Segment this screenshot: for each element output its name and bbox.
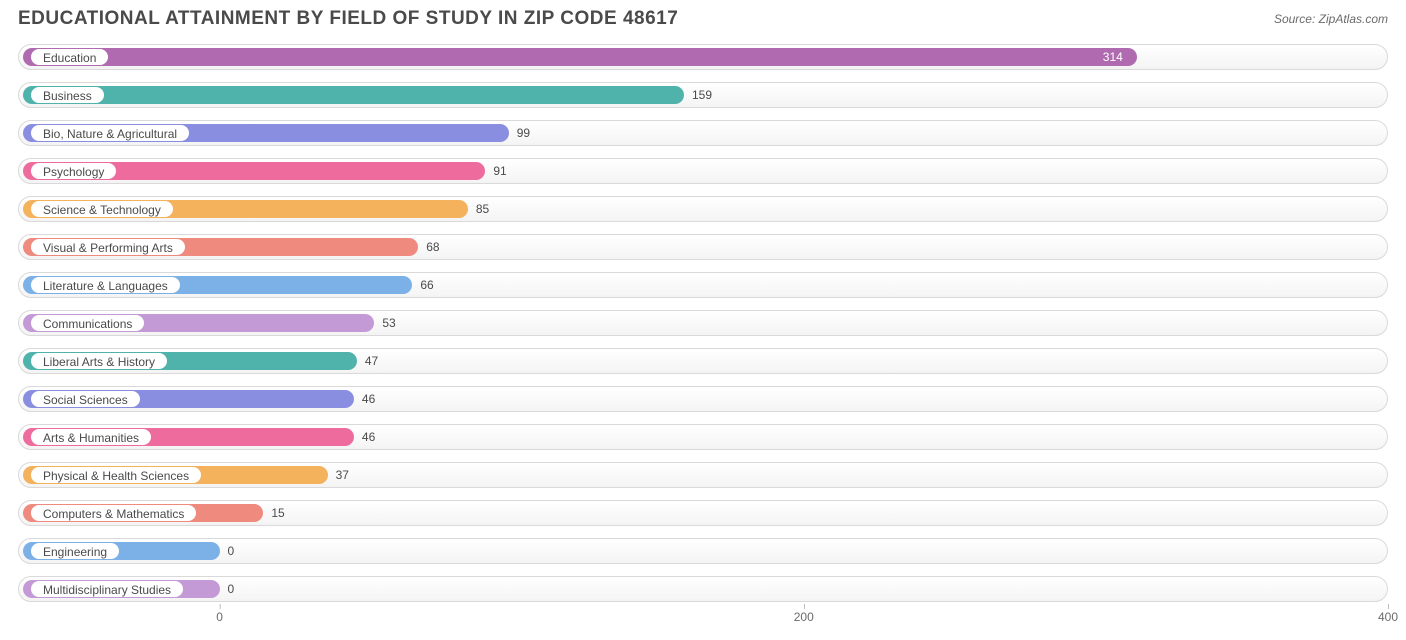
category-pill: Business	[30, 86, 105, 104]
category-pill: Bio, Nature & Agricultural	[30, 124, 190, 142]
value-label: 47	[365, 352, 378, 370]
x-axis: 0200400	[18, 610, 1388, 640]
category-pill: Physical & Health Sciences	[30, 466, 202, 484]
bar-fill	[23, 86, 684, 104]
category-pill: Arts & Humanities	[30, 428, 152, 446]
chart-header: EDUCATIONAL ATTAINMENT BY FIELD OF STUDY…	[0, 0, 1406, 34]
value-label: 159	[692, 86, 712, 104]
axis-tick: 400	[1378, 610, 1398, 624]
chart-title: EDUCATIONAL ATTAINMENT BY FIELD OF STUDY…	[18, 8, 678, 30]
category-pill: Engineering	[30, 542, 120, 560]
category-pill: Computers & Mathematics	[30, 504, 197, 522]
value-label: 46	[362, 428, 375, 446]
category-pill: Education	[30, 48, 109, 66]
category-pill: Literature & Languages	[30, 276, 181, 294]
bar-row: Business 159	[18, 78, 1388, 112]
axis-tick: 0	[216, 610, 223, 624]
bar-row: Engineering 0	[18, 534, 1388, 568]
value-label: 66	[420, 276, 433, 294]
bar-row: Communications 53	[18, 306, 1388, 340]
bar-row: Education 314	[18, 40, 1388, 74]
bar-track	[18, 538, 1388, 564]
bar-row: Visual & Performing Arts 68	[18, 230, 1388, 264]
bar-row: Physical & Health Sciences 37	[18, 458, 1388, 492]
bar-fill	[23, 48, 1137, 66]
chart-source: Source: ZipAtlas.com	[1274, 8, 1388, 26]
category-pill: Liberal Arts & History	[30, 352, 168, 370]
category-pill: Communications	[30, 314, 145, 332]
bar-row: Psychology 91	[18, 154, 1388, 188]
value-label: 53	[382, 314, 395, 332]
value-label: 0	[228, 580, 235, 598]
axis-tick: 200	[794, 610, 814, 624]
bar-row: Bio, Nature & Agricultural 99	[18, 116, 1388, 150]
value-label: 91	[493, 162, 506, 180]
category-pill: Visual & Performing Arts	[30, 238, 186, 256]
bar-row: Science & Technology 85	[18, 192, 1388, 226]
value-label: 99	[517, 124, 530, 142]
value-label: 314	[1103, 48, 1123, 66]
category-pill: Multidisciplinary Studies	[30, 580, 184, 598]
chart-area: Education 314 Business 159 Bio, Nature & Agr…	[0, 34, 1406, 606]
bar-row: Computers & Mathematics 15	[18, 496, 1388, 530]
bar-row: Liberal Arts & History 47	[18, 344, 1388, 378]
category-pill: Psychology	[30, 162, 117, 180]
value-label: 37	[336, 466, 349, 484]
value-label: 0	[228, 542, 235, 560]
bar-row: Arts & Humanities 46	[18, 420, 1388, 454]
category-pill: Science & Technology	[30, 200, 174, 218]
value-label: 85	[476, 200, 489, 218]
bar-row: Social Sciences 46	[18, 382, 1388, 416]
bar-row: Multidisciplinary Studies 0	[18, 572, 1388, 606]
value-label: 46	[362, 390, 375, 408]
bar-row: Literature & Languages 66	[18, 268, 1388, 302]
bar-track	[18, 576, 1388, 602]
value-label: 15	[271, 504, 284, 522]
value-label: 68	[426, 238, 439, 256]
category-pill: Social Sciences	[30, 390, 141, 408]
